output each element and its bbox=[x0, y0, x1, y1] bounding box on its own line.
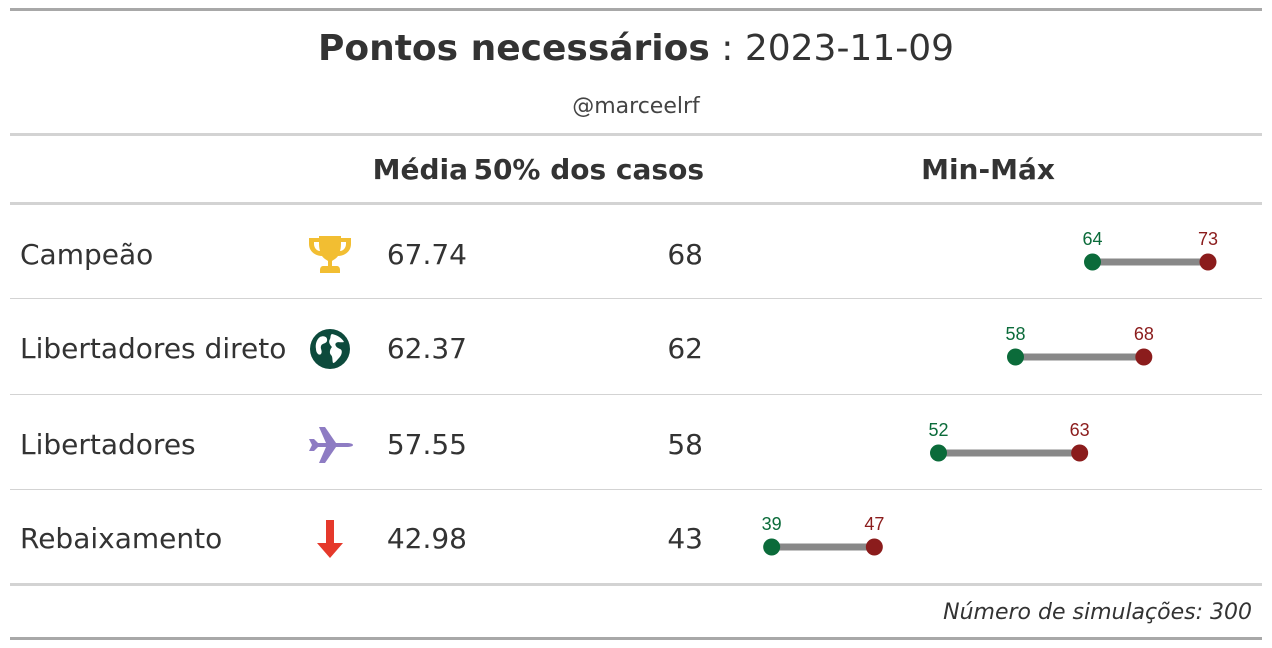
subtitle-rule bbox=[10, 133, 1262, 136]
row-50-percent: 43 bbox=[667, 522, 703, 555]
header-min-max: Min-Máx bbox=[921, 153, 1055, 186]
max-value-label: 73 bbox=[1198, 229, 1218, 249]
table-row: Libertadores 57.55 58 bbox=[10, 398, 1262, 492]
row-label: Libertadores direto bbox=[20, 332, 287, 365]
min-value-label: 58 bbox=[1005, 324, 1025, 344]
page-title: Pontos necessários : 2023-11-09 bbox=[317, 28, 955, 69]
min-value-label: 64 bbox=[1082, 229, 1102, 249]
row-50-percent: 58 bbox=[667, 428, 703, 461]
max-value-label: 47 bbox=[864, 514, 884, 534]
max-value-label: 63 bbox=[1070, 420, 1090, 440]
row-50-percent: 68 bbox=[667, 238, 703, 271]
table-row: Libertadores direto 62.37 62 bbox=[10, 302, 1262, 396]
arrow-down-icon bbox=[302, 492, 358, 586]
plane-icon bbox=[302, 398, 358, 492]
header-50-percent: 50% dos casos bbox=[473, 153, 704, 186]
min-point bbox=[1007, 348, 1024, 366]
min-value-label: 39 bbox=[762, 514, 782, 534]
row-media: 42.98 bbox=[386, 522, 467, 555]
footnote: Número de simulações: 300 bbox=[943, 600, 1252, 625]
min-max-dumbbell-chart: 64 73 58 68 52 63 39 47 bbox=[762, 229, 1218, 556]
max-point bbox=[1135, 348, 1153, 366]
table-row: Campeão 67.74 68 bbox=[10, 208, 1262, 302]
row-divider bbox=[10, 298, 1262, 299]
row-divider bbox=[10, 489, 1262, 490]
min-point bbox=[1084, 253, 1101, 271]
max-point bbox=[1071, 444, 1089, 462]
row-label: Rebaixamento bbox=[20, 522, 223, 555]
row-divider bbox=[10, 394, 1262, 395]
max-value-label: 68 bbox=[1134, 324, 1154, 344]
row-media: 62.37 bbox=[386, 332, 467, 365]
header-media: Média bbox=[372, 153, 468, 186]
table-row: Rebaixamento 42.98 43 bbox=[10, 492, 1262, 586]
top-rule bbox=[10, 8, 1262, 11]
row-media: 67.74 bbox=[386, 238, 467, 271]
row-label: Campeão bbox=[20, 238, 154, 271]
subtitle: @marceelrf bbox=[572, 94, 700, 119]
row-label: Libertadores bbox=[20, 428, 196, 461]
footer-rule bbox=[10, 583, 1262, 586]
bottom-rule bbox=[10, 637, 1262, 640]
min-value-label: 52 bbox=[928, 420, 948, 440]
globe-icon bbox=[302, 302, 358, 396]
header-rule bbox=[10, 202, 1262, 205]
min-point bbox=[763, 538, 781, 556]
row-media: 57.55 bbox=[386, 428, 467, 461]
trophy-icon bbox=[302, 208, 358, 302]
max-point bbox=[865, 538, 883, 556]
row-50-percent: 62 bbox=[667, 332, 703, 365]
max-point bbox=[1199, 253, 1217, 271]
min-point bbox=[930, 444, 947, 462]
